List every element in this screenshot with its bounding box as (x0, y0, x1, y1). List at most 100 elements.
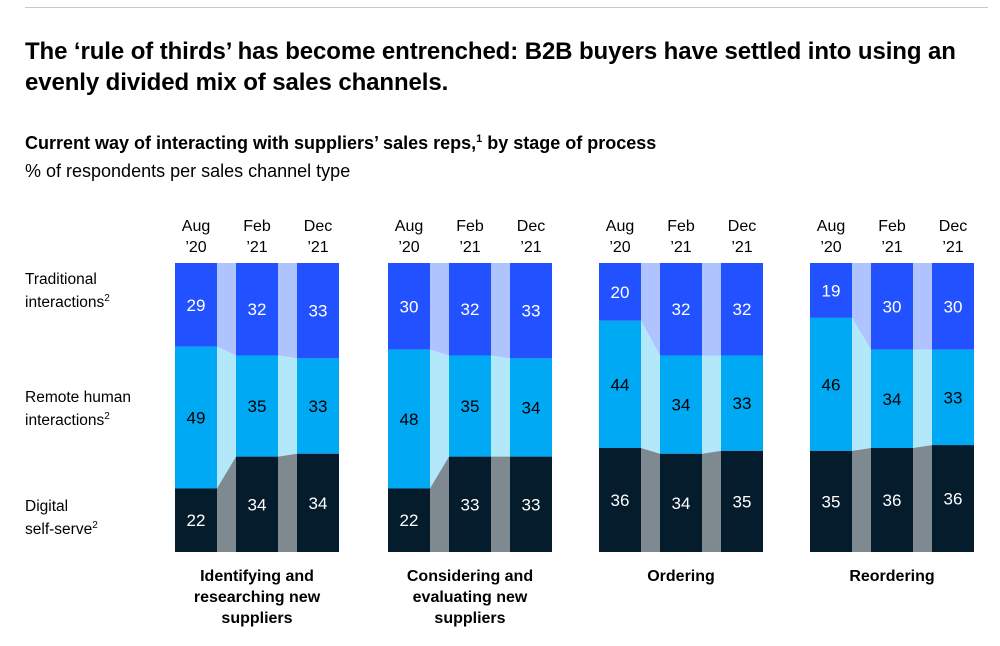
period-label: Feb (667, 218, 695, 235)
value-label-traditional: 30 (883, 297, 902, 316)
bridge-traditional-g2-1 (702, 263, 721, 356)
bridge-remote-g1-0 (430, 349, 449, 489)
period-label: ’20 (820, 239, 841, 256)
value-label-remote: 34 (522, 399, 541, 418)
bridge-remote-g3-1 (913, 349, 932, 448)
bar-segment-remote-g3-1 (871, 349, 913, 448)
value-label-traditional: 19 (822, 281, 841, 300)
bar-segment-remote-g0-1 (236, 355, 278, 457)
group-label: Identifying and (200, 568, 314, 585)
bar-segment-digital-g1-2 (510, 456, 552, 552)
group-label: suppliers (434, 610, 505, 627)
value-label-digital: 33 (522, 495, 541, 514)
bar-segment-traditional-g1-2 (510, 263, 552, 359)
row-label-footnote-marker: 2 (92, 520, 98, 531)
period-label: Feb (878, 218, 906, 235)
value-label-digital: 36 (883, 491, 902, 510)
period-label: Feb (243, 218, 271, 235)
bar-segment-digital-g0-0 (175, 488, 217, 552)
bridge-digital-g3-0 (852, 447, 871, 552)
bar-segment-digital-g3-0 (810, 450, 852, 552)
bridge-traditional-g2-0 (641, 263, 660, 356)
period-label: ’20 (609, 239, 630, 256)
value-label-digital: 34 (309, 494, 328, 513)
group-label: Ordering (647, 568, 715, 585)
period-label: ’21 (670, 239, 691, 256)
bridge-remote-g2-0 (641, 320, 660, 454)
bar-segment-traditional-g3-1 (871, 263, 913, 350)
period-label: ’21 (246, 239, 267, 256)
value-label-remote: 33 (733, 394, 752, 413)
bar-segment-remote-g0-0 (175, 346, 217, 489)
subtitle-tail: by stage of process (482, 133, 657, 153)
bridge-traditional-g1-1 (491, 263, 510, 359)
period-label: Aug (606, 218, 634, 235)
group-label: Reordering (849, 568, 934, 585)
period-label: ’21 (731, 239, 752, 256)
bridge-remote-g2-1 (702, 355, 721, 454)
bar-segment-remote-g1-0 (388, 349, 430, 489)
row-label-line: self-serve (25, 521, 93, 539)
value-label-digital: 22 (400, 511, 419, 530)
bridge-traditional-g3-1 (913, 263, 932, 350)
value-label-traditional: 32 (461, 300, 480, 319)
bridge-digital-g3-1 (913, 445, 932, 552)
group-label: researching new (194, 589, 321, 606)
value-label-traditional: 30 (944, 297, 963, 316)
bridge-traditional-g3-0 (852, 263, 871, 350)
row-label-line: Traditional (25, 271, 97, 288)
bar-segment-traditional-g3-2 (932, 263, 974, 350)
period-label: ’21 (307, 239, 328, 256)
bar-segment-digital-g3-1 (871, 447, 913, 552)
bridge-remote-g1-1 (491, 355, 510, 457)
value-label-traditional: 32 (248, 300, 267, 319)
bar-segment-traditional-g2-1 (660, 263, 702, 356)
row-label-line: interactions (25, 412, 105, 430)
row-label-remote: Remote human interactions2 (25, 388, 131, 430)
bar-segment-digital-g2-0 (599, 447, 641, 552)
bridge-traditional-g1-0 (430, 263, 449, 356)
bridge-traditional-g0-1 (278, 263, 297, 359)
bridge-digital-g2-0 (641, 447, 660, 552)
bar-segment-traditional-g3-0 (810, 263, 852, 318)
value-label-remote: 33 (944, 388, 963, 407)
row-label-footnote-marker: 2 (104, 293, 110, 304)
period-label: Aug (395, 218, 423, 235)
value-label-traditional: 32 (672, 300, 691, 319)
period-label: Dec (304, 218, 332, 235)
bridge-digital-g2-1 (702, 450, 721, 552)
value-label-digital: 35 (822, 492, 841, 511)
value-label-digital: 35 (733, 492, 752, 511)
bridge-digital-g0-0 (217, 456, 236, 552)
bridge-digital-g1-0 (430, 456, 449, 552)
period-label: ’21 (942, 239, 963, 256)
chart-subtitle: Current way of interacting with supplier… (25, 128, 656, 154)
value-label-remote: 34 (883, 390, 902, 409)
value-label-traditional: 32 (733, 300, 752, 319)
bar-segment-digital-g1-0 (388, 488, 430, 552)
value-label-traditional: 33 (522, 302, 541, 321)
value-label-traditional: 30 (400, 297, 419, 316)
period-label: Aug (182, 218, 210, 235)
bridge-traditional-g0-0 (217, 263, 236, 356)
bar-segment-remote-g2-2 (721, 355, 763, 451)
period-label: Dec (939, 218, 967, 235)
bar-segment-remote-g1-1 (449, 355, 491, 457)
bar-segment-remote-g3-0 (810, 317, 852, 451)
bar-segment-traditional-g2-2 (721, 263, 763, 356)
period-label: Aug (817, 218, 845, 235)
value-label-digital: 34 (248, 495, 267, 514)
bar-segment-traditional-g0-1 (236, 263, 278, 356)
bar-segment-traditional-g1-1 (449, 263, 491, 356)
row-label-line: interactions (25, 294, 105, 312)
bridge-remote-g0-0 (217, 346, 236, 489)
bar-segment-traditional-g0-0 (175, 263, 217, 347)
period-label: Dec (728, 218, 756, 235)
value-label-traditional: 20 (611, 283, 630, 302)
bridge-digital-g1-1 (491, 456, 510, 552)
value-label-remote: 46 (822, 375, 841, 394)
period-label: Feb (456, 218, 484, 235)
unit-label: % of respondents per sales channel type (25, 161, 351, 181)
bar-segment-remote-g1-2 (510, 358, 552, 457)
